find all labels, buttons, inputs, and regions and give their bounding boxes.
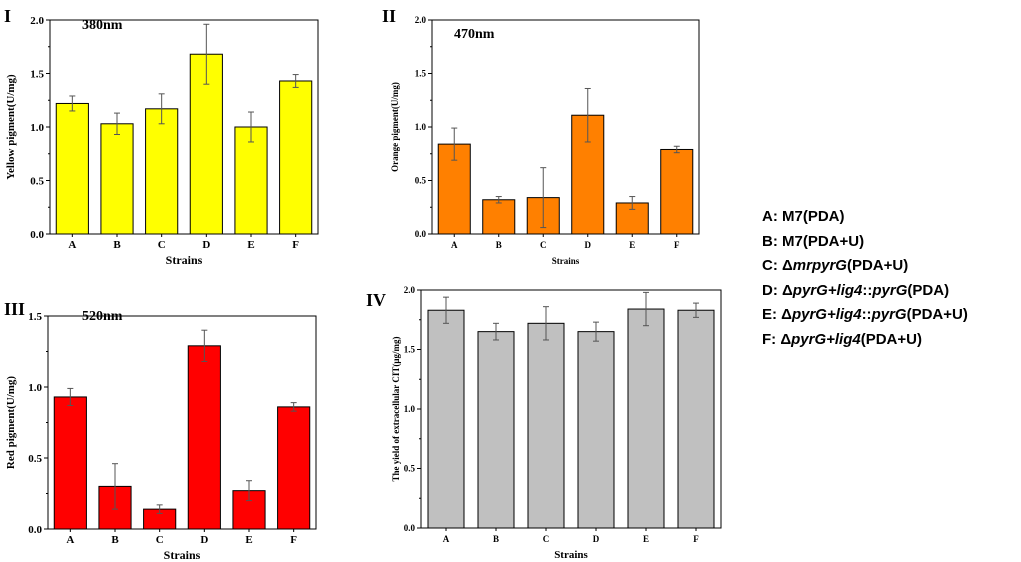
y-tick-label: 1.0 — [28, 382, 42, 394]
x-tick-label-E: E — [643, 534, 649, 544]
bar-F — [279, 80, 313, 235]
bar-C — [145, 108, 179, 235]
x-axis-label: Strains — [166, 253, 203, 267]
y-tick-label: 1.0 — [415, 122, 427, 132]
y-tick-label: 2.0 — [30, 15, 44, 27]
bar-D — [577, 331, 615, 529]
x-tick-label-A: A — [68, 239, 76, 251]
x-tick-label-C: C — [543, 534, 550, 544]
bar-A — [427, 309, 465, 529]
y-axis-label: Red pigment(U/mg) — [5, 376, 17, 470]
bar-F — [277, 406, 311, 530]
y-tick-label: 1.5 — [415, 69, 427, 79]
y-tick-label: 0.0 — [28, 524, 42, 536]
panel-subtitle: 470nm — [454, 27, 495, 42]
x-tick-label-A: A — [451, 240, 458, 250]
panel-label: I — [4, 6, 11, 26]
y-tick-label: 0.5 — [415, 176, 427, 186]
bar-A — [55, 102, 89, 235]
bar-A — [53, 396, 87, 530]
y-tick-label: 2.0 — [415, 15, 427, 25]
legend-item-b: B: M7(PDA+U) — [762, 232, 865, 250]
y-tick-label: 0.0 — [404, 523, 416, 533]
bar-C — [527, 322, 565, 529]
x-tick-label-C: C — [540, 240, 547, 250]
x-tick-label-A: A — [66, 534, 74, 546]
bar-B — [100, 123, 134, 235]
plot-frame — [47, 315, 317, 530]
y-tick-label: 1.0 — [30, 122, 44, 134]
panel-label: III — [4, 299, 25, 319]
x-tick-label-E: E — [629, 240, 635, 250]
legend-item-e: E: ΔpyrG+lig4::pyrG(PDA+U) — [762, 306, 968, 323]
bar-E — [234, 126, 268, 235]
chart-panel-IV: A B C D E F 0.0 0.5 1.0 1.5 2.0 Strains The yield of… — [366, 285, 722, 561]
x-tick-label-F: F — [674, 240, 680, 250]
y-tick-label: 1.5 — [404, 345, 416, 355]
y-tick-label: 0.5 — [30, 175, 44, 187]
x-tick-label-D: D — [202, 239, 210, 251]
panel-subtitle: 380nm — [82, 18, 123, 33]
x-tick-label-D: D — [200, 534, 208, 546]
x-tick-label-B: B — [493, 534, 499, 544]
chart-panel-III: A B C D E F 0.0 0.5 1.0 1.5 Strains Red pigment(U/m… — [4, 299, 317, 562]
bar-B — [477, 331, 515, 529]
x-tick-label-F: F — [290, 534, 297, 546]
plot-frame — [431, 19, 700, 235]
x-tick-label-D: D — [593, 534, 600, 544]
x-tick-label-B: B — [113, 239, 121, 251]
x-axis-label: Strains — [554, 549, 588, 561]
y-tick-label: 2.0 — [404, 285, 416, 295]
x-tick-label-D: D — [585, 240, 592, 250]
x-axis-label: Strains — [552, 256, 580, 266]
y-tick-label: 0.5 — [28, 453, 42, 465]
y-tick-label: 1.0 — [404, 404, 416, 414]
y-axis-label: Yellow pigment(U/mg) — [5, 74, 17, 180]
y-tick-label: 0.0 — [30, 229, 44, 241]
bar-E — [627, 308, 665, 529]
y-axis-label: The yield of extracellular CIT(μg/mg) — [391, 337, 401, 482]
y-tick-label: 1.5 — [28, 311, 42, 323]
chart-panel-II: A B C D E F 0.0 0.5 1.0 1.5 2.0 Strains Orange pigme… — [382, 6, 700, 266]
chart-panel-I: A B C D E F 0.0 0.5 1.0 1.5 2.0 Strains Yellow pigme… — [4, 6, 319, 267]
legend-item-d: D: ΔpyrG+lig4::pyrG(PDA) — [762, 281, 950, 299]
x-tick-label-B: B — [496, 240, 502, 250]
legend: A: M7(PDA) B: M7(PDA+U) C: ΔmrpyrG(PDA+U… — [762, 205, 968, 352]
y-tick-label: 0.5 — [404, 464, 416, 474]
x-tick-label-A: A — [443, 534, 450, 544]
legend-item-a: A: M7(PDA) — [762, 208, 845, 225]
bar-B — [482, 199, 516, 235]
bar-F — [677, 309, 715, 529]
x-tick-label-E: E — [245, 534, 252, 546]
x-tick-label-F: F — [693, 534, 699, 544]
x-tick-label-C: C — [156, 534, 164, 546]
y-tick-label: 1.5 — [30, 68, 44, 80]
x-axis-label: Strains — [164, 548, 201, 562]
plot-frame — [49, 19, 319, 235]
y-axis-label: Orange pigment(U/mg) — [390, 82, 400, 172]
bar-D — [187, 345, 221, 530]
x-tick-label-E: E — [247, 239, 254, 251]
x-tick-label-C: C — [158, 239, 166, 251]
panel-subtitle: 520nm — [82, 309, 123, 324]
legend-item-c: C: ΔmrpyrG(PDA+U) — [762, 257, 909, 274]
y-tick-label: 0.0 — [415, 229, 427, 239]
plot-frame — [420, 289, 722, 529]
panel-label: II — [382, 6, 396, 26]
panel-label: IV — [366, 290, 386, 310]
x-tick-label-B: B — [111, 534, 119, 546]
legend-item-f: F: ΔpyrG+lig4(PDA+U) — [762, 330, 922, 348]
x-tick-label-F: F — [292, 239, 299, 251]
bar-F — [660, 148, 694, 235]
